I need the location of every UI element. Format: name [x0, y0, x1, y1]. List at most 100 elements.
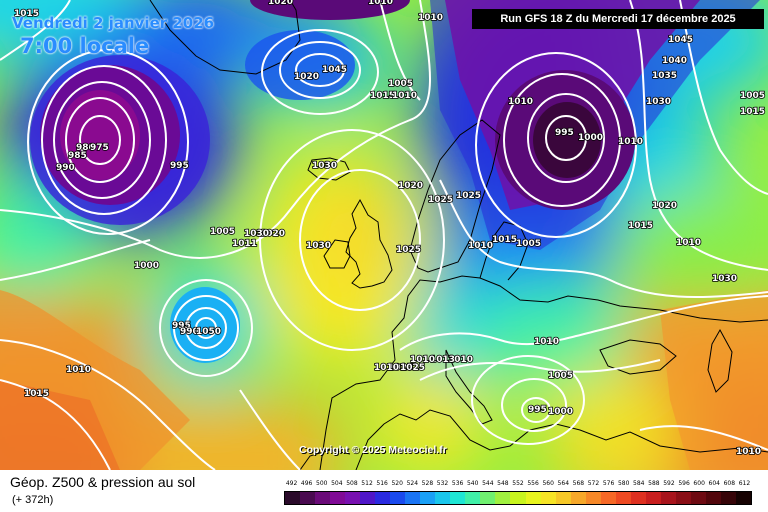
pressure-label: 990 [180, 327, 199, 337]
geopotential-field [0, 0, 768, 470]
pressure-label: 1030 [312, 161, 337, 171]
isobar [545, 115, 587, 161]
iceland-coast [307, 157, 351, 181]
black-sea-coast [599, 339, 677, 375]
isobar [419, 359, 661, 381]
legend-value: 596 [678, 480, 690, 487]
isobar [53, 81, 151, 199]
pressure-label: 1010 [676, 238, 701, 248]
pressure-label: 1045 [668, 35, 693, 45]
pressure-label: 1030 [244, 229, 269, 239]
pressure-label: 1010 [618, 137, 643, 147]
pressure-label: 1010 [448, 355, 473, 365]
map-title: Géop. Z500 & pression au sol [10, 474, 196, 490]
legend-value: 524 [406, 480, 419, 487]
pressure-label: 1030 [712, 274, 737, 284]
legend-value: 536 [451, 480, 464, 487]
legend-value: 612 [738, 480, 751, 487]
isobar [185, 307, 227, 349]
scandinavia-coast [409, 119, 501, 273]
legend-swatch [315, 492, 331, 504]
legend-value: 504 [331, 480, 343, 487]
forecast-offset: (+ 372h) [12, 494, 54, 506]
legend-value: 496 [300, 480, 313, 487]
forecast-time: 7:00 locale [20, 34, 150, 58]
isobar [527, 93, 605, 183]
isobar [629, 0, 768, 271]
pressure-label: 1015 [492, 235, 517, 245]
legend-value: 584 [633, 480, 645, 487]
isobar [261, 29, 379, 115]
legend-value: 568 [572, 480, 585, 487]
pressure-label: 995 [172, 321, 191, 331]
pressure-label: 1010 [392, 91, 417, 101]
legend-value: 552 [512, 480, 524, 487]
legend-value: 604 [708, 480, 720, 487]
pressure-label: 1045 [322, 65, 347, 75]
pressure-label: 1013 [430, 355, 455, 365]
legend-swatch [435, 492, 451, 504]
legend-value: 608 [723, 480, 736, 487]
legend-value: 528 [421, 480, 434, 487]
pressure-label: 995 [170, 161, 189, 171]
pressure-label: 1005 [516, 239, 541, 249]
legend-swatch [675, 492, 691, 504]
pressure-label: 995 [528, 405, 547, 415]
pressure-label: 980 [76, 143, 95, 153]
legend-swatch [465, 492, 481, 504]
legend-swatch [705, 492, 721, 504]
isobar [65, 97, 135, 183]
isobar [399, 295, 768, 351]
legend-swatch [360, 492, 376, 504]
legend-value: 600 [693, 480, 705, 487]
legend-swatch [420, 492, 436, 504]
isobar [475, 52, 637, 238]
legend-value: 572 [587, 480, 600, 487]
legend-swatch [615, 492, 631, 504]
pressure-label: 1025 [428, 195, 453, 205]
isobar [379, 0, 421, 101]
legend-swatch [645, 492, 661, 504]
forecast-map: 1015 1010 1020 1010 1045 1005 1015 1010 … [0, 0, 768, 470]
pressure-label: 1010 [508, 97, 533, 107]
legend-value: 492 [285, 480, 298, 487]
legend-value: 592 [663, 480, 675, 487]
pressure-label: 1010 [66, 365, 91, 375]
isobar [501, 378, 567, 432]
pressure-label: 1010 [418, 13, 443, 23]
isobar [521, 397, 551, 423]
pressure-label: 1010 [410, 355, 435, 365]
isobar [0, 0, 431, 259]
run-info-banner: Run GFS 18 Z du Mercredi 17 décembre 202… [472, 9, 764, 29]
isobar [279, 41, 361, 99]
legend-swatch [540, 492, 556, 504]
pressure-label: 1005 [388, 79, 413, 89]
pressure-label: 1030 [306, 241, 331, 251]
isobar [299, 169, 421, 311]
isobar [0, 239, 151, 281]
legend-value: 508 [346, 480, 358, 487]
legend-value: 512 [361, 480, 373, 487]
pressure-label: 1010 [468, 241, 493, 251]
legend-swatch [285, 492, 301, 504]
legend-value: 556 [527, 480, 539, 487]
legend-swatch [525, 492, 541, 504]
pressure-label: 1010 [736, 447, 761, 457]
ireland-coast [323, 239, 351, 269]
pressure-label: 1010 [368, 0, 393, 7]
legend-swatch [630, 492, 646, 504]
pressure-label: 1015 [24, 389, 49, 399]
pressure-label: 1005 [548, 371, 573, 381]
isobar [239, 389, 301, 470]
legend-value: 576 [602, 480, 615, 487]
pressure-label: 1025 [456, 191, 481, 201]
legend-swatch [600, 492, 616, 504]
isobar [79, 115, 121, 165]
legend-value: 532 [436, 480, 449, 487]
isobar [295, 53, 345, 87]
pressure-label: 1020 [260, 229, 285, 239]
isobar [0, 379, 111, 470]
legend-swatch [735, 492, 751, 504]
isobar [195, 317, 217, 339]
legend-swatch [660, 492, 676, 504]
